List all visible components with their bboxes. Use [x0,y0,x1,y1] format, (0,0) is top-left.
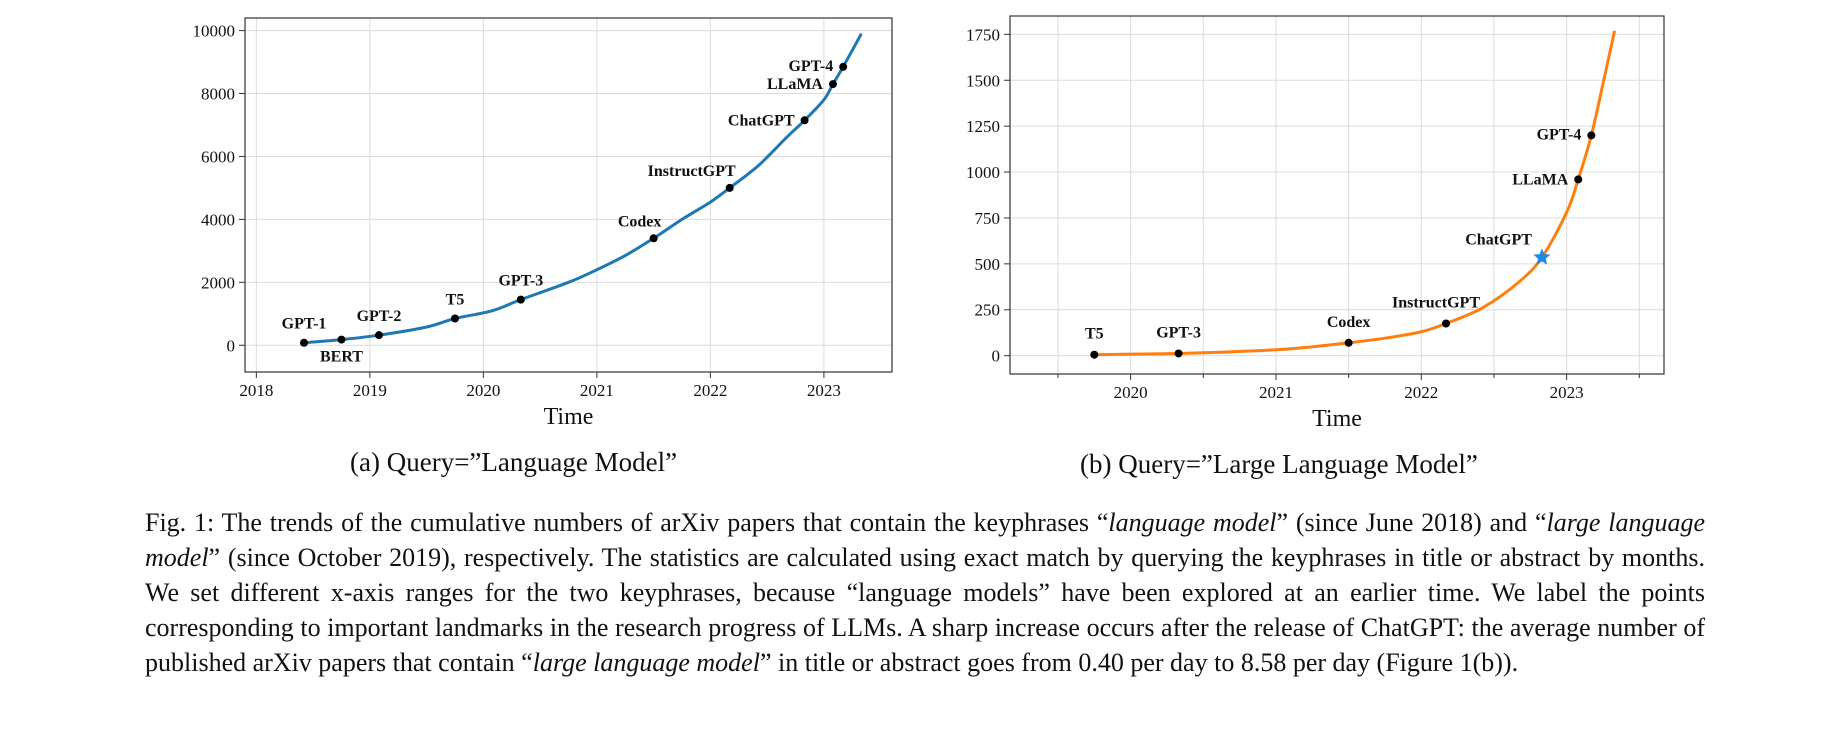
y-tick-label: 2000 [201,273,235,292]
gridlines [1010,16,1664,374]
x-tick-label: 2023 [1550,383,1584,402]
subcaption-a: (a) Query=”Language Model” [350,447,678,477]
landmark-label: ChatGPT [1465,231,1532,248]
landmark-point [725,183,734,192]
landmark-point [450,314,459,323]
caption-italic-2: large language model [145,508,1705,572]
y-tick-label: 1250 [966,117,1000,136]
y-tick-label: 500 [975,255,1001,274]
landmark-label: BERT [320,349,363,366]
x-axis-label: Time [544,404,594,430]
landmark-point [1574,175,1583,184]
landmark-label: GPT-3 [498,273,543,290]
landmark-label: GPT-4 [1537,126,1582,143]
x-tick-label: 2023 [807,381,841,400]
caption-text-3: ” (since October 2019), respectively. Th… [145,543,1705,677]
landmark-label: InstructGPT [1392,295,1480,312]
y-tick-label: 1000 [966,163,1000,182]
chart-a: 2018 2019 2020 2021 2022 2023 0 2000 4000 6000 800… [193,17,893,430]
landmark-label: GPT-1 [282,316,327,333]
y-tick-label: 250 [975,301,1001,320]
x-axis-label: Time [1312,406,1362,432]
landmark-label: Codex [618,213,662,230]
series-line [1094,30,1617,357]
landmark-point [1174,349,1183,358]
plot-frame [244,17,893,373]
x-tick-label: 2019 [353,381,387,400]
y-tick-label: 1750 [966,25,1000,44]
landmark-point [1442,319,1450,328]
landmark-point [828,80,837,89]
y-tick-label: 4000 [201,210,235,229]
y-tick-label: 750 [975,209,1001,228]
x-tick-label: 2020 [466,381,500,400]
y-tick-label: 1500 [966,71,1000,90]
landmark-point [649,234,658,243]
chart-b: 2020 2021 2022 2023 0 250 500 750 1000 1250 1500 17… [966,15,1665,432]
y-tick-label: 8000 [201,85,235,104]
caption-italic-1: language model [1108,508,1277,537]
landmark-point [337,335,346,344]
landmark-point [800,116,809,125]
caption-text-4: ” in title or abstract goes from 0.40 pe… [759,648,1519,677]
x-tick-label: 2021 [1259,383,1293,402]
landmark-label: Codex [1327,314,1371,331]
y-tick-label: 0 [227,336,236,355]
x-tick-label: 2021 [580,381,614,400]
landmark-label: GPT-4 [788,58,833,75]
landmark-point [374,331,383,340]
landmark-label: GPT-3 [1156,324,1201,341]
gridlines [245,18,892,372]
x-tick-label: 2018 [239,381,273,400]
figure-caption: Fig. 1: The trends of the cumulative num… [145,505,1705,680]
landmark-label: T5 [446,292,465,309]
landmark-point [1344,338,1353,347]
landmark-point [1090,350,1099,359]
x-tick-label: 2022 [693,381,727,400]
landmark-label: LLaMA [1512,171,1568,188]
caption-italic-3: large language model [532,648,760,677]
landmark-label: T5 [1085,326,1104,343]
caption-text-1: Fig. 1: The trends of the cumulative num… [145,508,1109,537]
y-tick-label: 10000 [193,22,236,41]
landmark-point [300,338,309,347]
caption-text-2: ” (since June 2018) and “ [1276,508,1547,537]
landmark-label: InstructGPT [648,163,736,180]
landmark-label: GPT-2 [357,308,402,325]
landmark-label: ChatGPT [728,112,795,129]
subcaption-b: (b) Query=”Large Language Model” [1080,449,1478,479]
x-tick-label: 2022 [1404,383,1438,402]
landmark-point [1587,131,1596,140]
y-tick-label: 0 [992,347,1001,366]
plot-frame [1009,15,1665,375]
x-tick-label: 2020 [1114,383,1148,402]
y-tick-label: 6000 [201,147,235,166]
landmark-star-marker [1533,248,1551,265]
landmark-point [839,62,848,71]
landmark-label: LLaMA [767,76,823,93]
landmark-point [516,295,525,304]
